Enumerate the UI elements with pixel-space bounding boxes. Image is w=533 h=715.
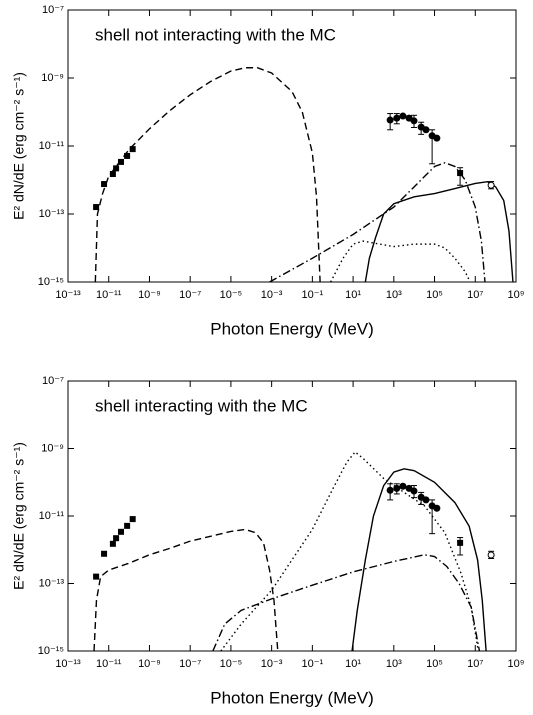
data-point	[129, 516, 136, 523]
x-tick-label: 10⁹	[508, 658, 525, 670]
y-axis-title: E² dN/dE (erg cm⁻² s⁻¹)	[11, 72, 27, 220]
data-point	[101, 550, 108, 557]
x-tick-label: 10⁻⁹	[138, 658, 161, 670]
model-curve	[212, 554, 481, 652]
y-tick-label: 10⁻¹⁵	[38, 645, 64, 657]
data-point	[93, 573, 100, 580]
x-tick-label: 10⁻⁷	[179, 289, 201, 301]
data-point	[93, 204, 100, 211]
plot-frame	[67, 380, 517, 652]
x-tick-label: 10⁻⁵	[220, 658, 243, 670]
x-tick-label: 10³	[386, 289, 402, 301]
y-tick-label: 10⁻⁷	[42, 375, 64, 387]
y-tick-label: 10⁻¹¹	[39, 510, 65, 522]
model-curve	[330, 240, 471, 283]
data-point	[433, 134, 441, 142]
data-point	[487, 181, 495, 189]
data-point	[124, 152, 131, 159]
annotation: shell not interacting with the MC	[95, 25, 336, 44]
x-axis-title: Photon Energy (MeV)	[210, 688, 373, 707]
y-tick-label: 10⁻¹¹	[39, 140, 65, 152]
x-tick-label: 10⁻¹¹	[96, 658, 122, 670]
annotation: shell interacting with the MC	[95, 396, 308, 415]
x-tick-label: 10⁻⁹	[138, 289, 161, 301]
x-tick-label: 10⁻¹¹	[96, 289, 122, 301]
plot-frame	[67, 9, 517, 283]
y-axis-title: E² dN/dE (erg cm⁻² s⁻¹)	[11, 442, 27, 590]
data-point	[113, 165, 120, 172]
x-tick-label: 10⁻³	[261, 658, 283, 670]
data-point	[109, 171, 116, 178]
data-point	[410, 117, 418, 125]
x-tick-label: 10³	[386, 658, 402, 670]
y-tick-label: 10⁻¹³	[39, 577, 65, 589]
data-point	[117, 158, 124, 165]
x-tick-label: 10¹	[345, 289, 361, 301]
y-tick-label: 10⁻⁷	[42, 4, 64, 16]
data-point	[393, 114, 401, 122]
data-point	[117, 528, 124, 535]
x-tick-label: 10⁻¹	[302, 289, 324, 301]
x-tick-label: 10⁻¹³	[55, 658, 81, 670]
model-curve	[364, 180, 514, 283]
x-tick-label: 10¹	[345, 658, 361, 670]
y-tick-label: 10⁻⁹	[41, 442, 64, 454]
model-curve	[220, 450, 479, 652]
data-point	[109, 540, 116, 547]
x-axis-title: Photon Energy (MeV)	[210, 319, 373, 338]
data-point	[422, 496, 430, 504]
y-tick-label: 10⁻¹⁵	[38, 276, 64, 288]
data-point	[386, 486, 394, 494]
x-tick-label: 10⁻¹³	[55, 289, 81, 301]
x-tick-label: 10⁹	[508, 289, 525, 301]
x-tick-label: 10⁻¹	[302, 658, 324, 670]
x-tick-label: 10⁵	[426, 658, 443, 670]
x-tick-label: 10⁻⁷	[179, 658, 201, 670]
data-point	[101, 181, 108, 188]
data-point	[487, 551, 495, 559]
x-tick-label: 10⁷	[467, 658, 483, 670]
y-tick-label: 10⁻⁹	[41, 72, 64, 84]
data-point	[422, 126, 430, 134]
model-curve	[351, 468, 487, 652]
model-curve	[94, 67, 321, 283]
data-point	[433, 504, 441, 512]
x-tick-label: 10⁵	[426, 289, 443, 301]
model-curve	[269, 162, 486, 283]
data-point	[393, 484, 401, 492]
data-point	[129, 146, 136, 153]
data-point	[113, 535, 120, 542]
x-tick-label: 10⁻³	[261, 289, 283, 301]
y-tick-label: 10⁻¹³	[39, 208, 65, 220]
data-point	[457, 170, 464, 177]
data-point	[124, 522, 131, 529]
data-point	[399, 112, 407, 120]
data-point	[386, 116, 394, 124]
x-tick-label: 10⁷	[467, 289, 483, 301]
model-curve	[93, 528, 279, 652]
data-point	[410, 487, 418, 495]
data-point	[457, 539, 464, 546]
data-point	[399, 482, 407, 490]
x-tick-label: 10⁻⁵	[220, 289, 243, 301]
